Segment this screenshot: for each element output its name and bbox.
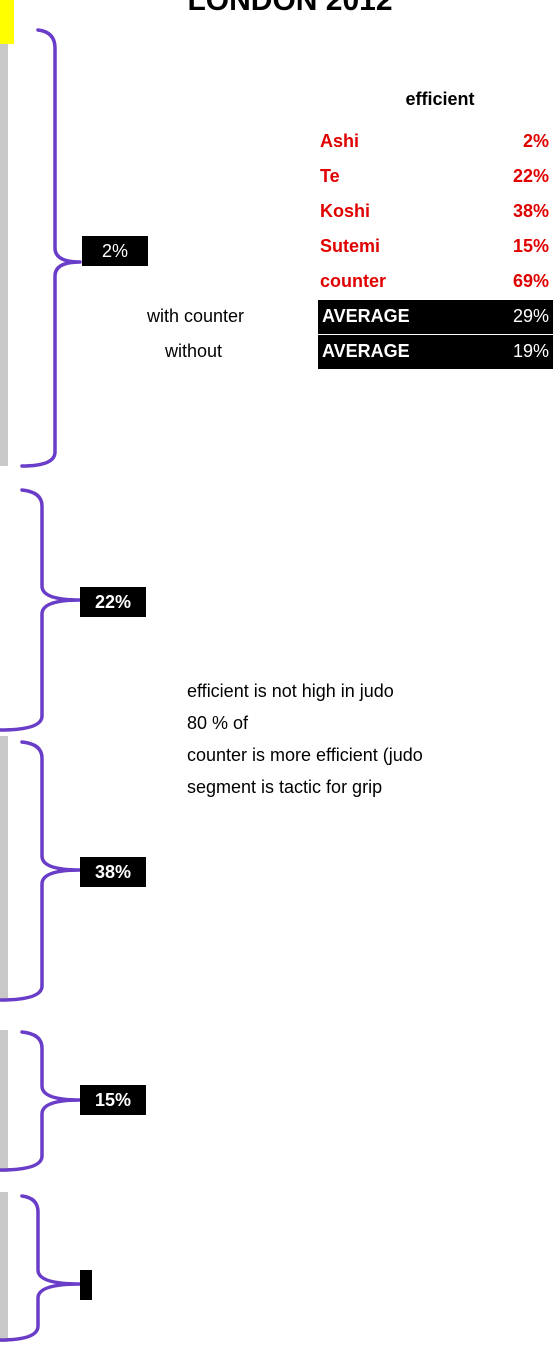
brace-label: 2% (102, 241, 128, 261)
label-box (80, 1270, 92, 1300)
label-box (80, 1085, 146, 1115)
note-line: efficient is not high in judo (187, 681, 394, 701)
label-box (80, 587, 146, 617)
gray-bar (0, 1192, 8, 1342)
brace-label: 22% (95, 592, 131, 612)
brace (0, 1194, 82, 1342)
avg-caption: without (164, 341, 222, 361)
note-line: 80 % of (187, 713, 249, 733)
avg-box (318, 300, 553, 334)
brace (0, 740, 82, 1002)
label-box (80, 857, 146, 887)
row-value: 38% (513, 201, 549, 221)
avg-value: 19% (513, 341, 549, 361)
row-name: Sutemi (320, 236, 380, 256)
row-name: Te (320, 166, 340, 186)
gray-bar (0, 44, 8, 466)
gray-bar (0, 736, 8, 1000)
highlight-cell (0, 0, 14, 44)
gray-bar (0, 1030, 8, 1172)
brace (0, 488, 82, 732)
row-value: 69% (513, 271, 549, 291)
note-line: segment is tactic for grip (187, 777, 382, 797)
avg-value: 29% (513, 306, 549, 326)
row-name: Ashi (320, 131, 359, 151)
brace-label: 38% (95, 862, 131, 882)
row-name: counter (320, 271, 386, 291)
row-value: 15% (513, 236, 549, 256)
avg-label: AVERAGE (322, 306, 410, 326)
row-value: 22% (513, 166, 549, 186)
avg-caption: with counter (146, 306, 244, 326)
note-line: counter is more efficient (judo (187, 745, 423, 765)
avg-box (318, 335, 553, 369)
brace (20, 28, 82, 468)
table-header: efficient (405, 89, 474, 109)
avg-label: AVERAGE (322, 341, 410, 361)
brace (0, 1030, 82, 1172)
title: LONDON 2012 (187, 0, 392, 17)
row-name: Koshi (320, 201, 370, 221)
brace-label: 15% (95, 1090, 131, 1110)
row-value: 2% (523, 131, 549, 151)
label-box (82, 236, 148, 266)
